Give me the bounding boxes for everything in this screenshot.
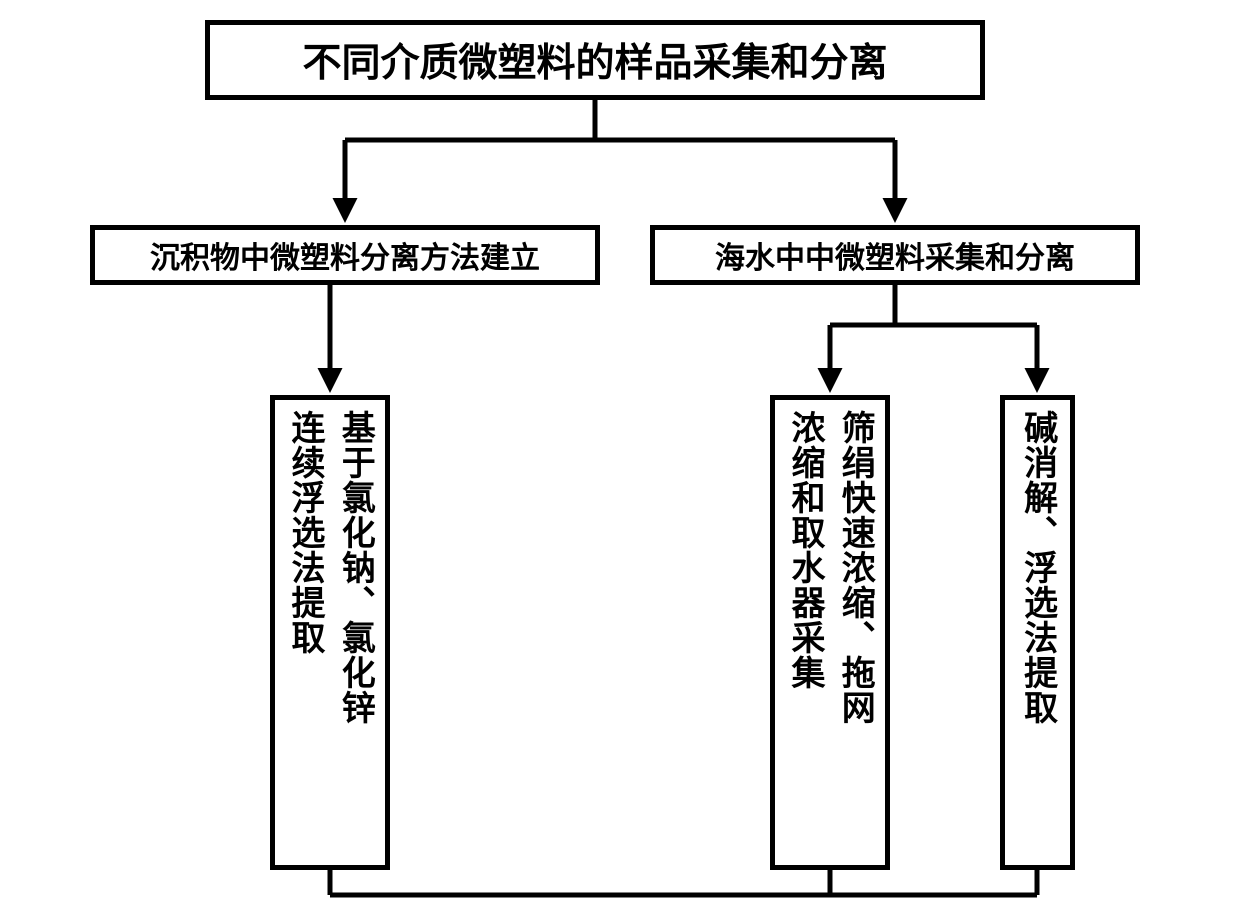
title-box: 不同介质微塑料的样品采集和分离	[205, 20, 985, 100]
level3-b-box: 浓缩和取水器采集 筛绢快速浓缩、拖网	[770, 395, 890, 870]
level3-c-inner: 碱消解、浮选法提取	[1010, 400, 1064, 865]
level2-right-box: 海水中中微塑料采集和分离	[650, 225, 1140, 285]
level3-a-inner: 连续浮选法提取 基于氯化钠、氯化锌	[278, 400, 382, 865]
level2-right-text: 海水中中微塑料采集和分离	[715, 233, 1075, 277]
title-text: 不同介质微塑料的样品采集和分离	[302, 32, 887, 88]
level3-b-inner: 浓缩和取水器采集 筛绢快速浓缩、拖网	[778, 400, 882, 865]
level3-a-col1: 基于氯化钠、氯化锌	[333, 410, 377, 725]
level3-a-col2: 连续浮选法提取	[283, 410, 327, 655]
level2-left-text: 沉积物中微塑料分离方法建立	[150, 233, 540, 277]
level3-b-col1: 筛绢快速浓缩、拖网	[833, 410, 877, 725]
level3-a-box: 连续浮选法提取 基于氯化钠、氯化锌	[270, 395, 390, 870]
level2-left-box: 沉积物中微塑料分离方法建立	[90, 225, 600, 285]
level3-b-col2: 浓缩和取水器采集	[783, 410, 827, 690]
level3-c-col1: 碱消解、浮选法提取	[1015, 410, 1059, 725]
level3-c-box: 碱消解、浮选法提取	[1000, 395, 1075, 870]
